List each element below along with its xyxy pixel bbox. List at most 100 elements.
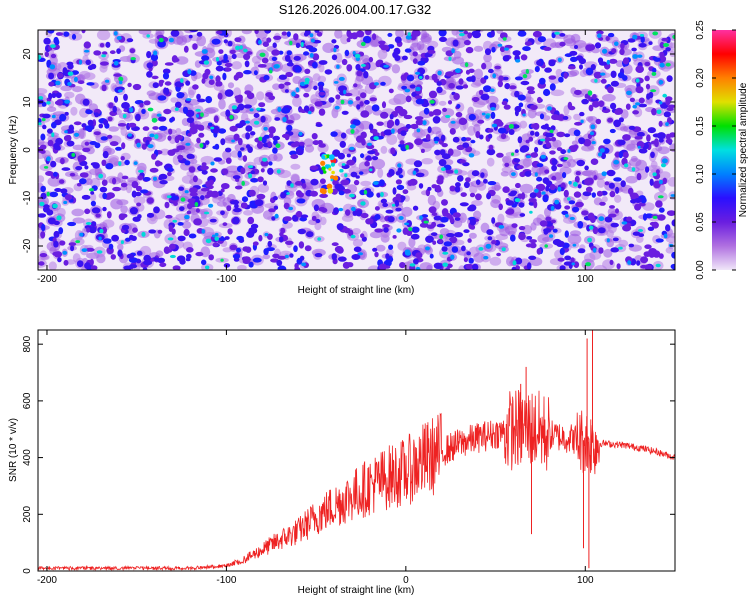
heatmap-cell bbox=[537, 36, 547, 43]
heatmap-cell bbox=[350, 171, 358, 178]
heatmap-cell bbox=[272, 135, 281, 141]
heatmap-cell bbox=[183, 228, 190, 237]
heatmap-cell bbox=[215, 65, 224, 72]
heatmap-cell bbox=[71, 208, 85, 217]
heatmap-cell bbox=[414, 116, 424, 121]
heatmap-cell bbox=[51, 121, 57, 129]
heatmap-cell bbox=[242, 155, 248, 162]
heatmap-cell bbox=[491, 217, 496, 224]
heatmap-cell bbox=[371, 158, 386, 170]
heatmap-cell bbox=[360, 63, 366, 67]
heatmap-cell bbox=[196, 31, 203, 37]
heatmap-cell bbox=[76, 182, 82, 187]
heatmap-cell bbox=[162, 68, 171, 74]
heatmap-cell bbox=[547, 106, 552, 111]
heatmap-cell bbox=[455, 68, 461, 74]
heatmap-cell bbox=[636, 131, 645, 137]
heatmap-cell bbox=[508, 129, 515, 135]
heatmap-cell bbox=[201, 169, 208, 175]
heatmap-cell bbox=[536, 163, 544, 168]
heatmap-cell bbox=[611, 48, 617, 54]
heatmap-cell bbox=[593, 175, 598, 181]
heatmap-cell bbox=[286, 50, 292, 56]
heatmap-cell bbox=[529, 192, 537, 199]
heatmap-cell bbox=[215, 75, 221, 83]
heatmap-cell bbox=[519, 183, 534, 194]
heatmap-cell bbox=[591, 192, 596, 198]
heatmap-cell bbox=[496, 152, 504, 158]
colorbar: 0.000.050.100.150.200.25 Normalized spec… bbox=[695, 20, 749, 280]
heatmap-cell bbox=[455, 111, 463, 118]
heatmap-cell bbox=[544, 137, 553, 142]
heatmap-cell bbox=[659, 171, 671, 180]
heatmap-cell bbox=[584, 165, 589, 171]
heatmap-cell bbox=[463, 39, 471, 46]
heatmap-cell bbox=[298, 131, 303, 136]
heatmap-cell bbox=[416, 128, 421, 133]
heatmap-cell bbox=[101, 54, 106, 58]
heatmap-cell bbox=[344, 173, 348, 178]
heatmap-cell bbox=[455, 182, 461, 188]
snr-series-line bbox=[38, 390, 675, 571]
heatmap-cell bbox=[483, 75, 489, 80]
heatmap-cell bbox=[658, 253, 664, 259]
heatmap-cell bbox=[483, 53, 492, 63]
heatmap-cell bbox=[522, 74, 528, 79]
heatmap-cell bbox=[308, 110, 312, 115]
heatmap-cell bbox=[63, 200, 68, 205]
heatmap-cell bbox=[597, 152, 603, 157]
heatmap-cell bbox=[280, 227, 286, 234]
heatmap-cell bbox=[658, 207, 665, 213]
heatmap-cell bbox=[415, 252, 423, 259]
heatmap-cell bbox=[632, 110, 639, 115]
heatmap-cell bbox=[373, 136, 379, 141]
heatmap-cell bbox=[652, 67, 657, 73]
heatmap-cell bbox=[449, 185, 456, 192]
heatmap-cell bbox=[38, 118, 42, 124]
heatmap-cell bbox=[331, 253, 337, 261]
heatmap-cell bbox=[573, 144, 579, 150]
heatmap-cell bbox=[393, 47, 401, 55]
heatmap-cell bbox=[567, 197, 571, 201]
heatmap-cell bbox=[157, 229, 163, 234]
heatmap-cell bbox=[601, 152, 606, 160]
heatmap-cell bbox=[540, 138, 546, 142]
heatmap-cell bbox=[661, 163, 666, 168]
heatmap-cell bbox=[304, 68, 311, 75]
heatmap-cell bbox=[268, 161, 273, 166]
heatmap-cell bbox=[192, 43, 198, 50]
heatmap-cell bbox=[474, 77, 482, 87]
heatmap-cell bbox=[522, 113, 526, 117]
heatmap-cell bbox=[176, 255, 186, 262]
heatmap-cell bbox=[152, 82, 159, 89]
heatmap-cell bbox=[83, 41, 92, 49]
heatmap-cell bbox=[585, 186, 593, 193]
heatmap-cell bbox=[616, 263, 621, 270]
heatmap-cell bbox=[113, 95, 119, 103]
heatmap-cell bbox=[136, 202, 142, 207]
heatmap-cell bbox=[126, 253, 135, 259]
heatmap-cell bbox=[387, 216, 395, 223]
heatmap-cell bbox=[541, 191, 546, 195]
heatmap-cell bbox=[452, 212, 461, 218]
heatmap-cell bbox=[268, 70, 273, 74]
heatmap-cell bbox=[394, 36, 402, 44]
heatmap-cell bbox=[123, 93, 128, 101]
heatmap-cell bbox=[485, 114, 490, 119]
heatmap-cell bbox=[73, 132, 80, 137]
heatmap-cell bbox=[222, 222, 228, 227]
heatmap-cell bbox=[498, 225, 505, 229]
heatmap-cell bbox=[250, 131, 256, 136]
heatmap-cell bbox=[53, 230, 60, 238]
heatmap-cell bbox=[143, 260, 153, 266]
heatmap-cell bbox=[432, 109, 442, 116]
heatmap-cell bbox=[651, 221, 659, 229]
heatmap-cell bbox=[620, 180, 626, 188]
heatmap-cell bbox=[148, 229, 157, 234]
heatmap-cell bbox=[41, 101, 47, 107]
heatmap-cell bbox=[121, 102, 130, 109]
heatmap-cell bbox=[632, 54, 638, 59]
heatmap-cell bbox=[381, 101, 387, 109]
heatmap-cell bbox=[162, 72, 170, 80]
heatmap-cell bbox=[555, 68, 563, 77]
